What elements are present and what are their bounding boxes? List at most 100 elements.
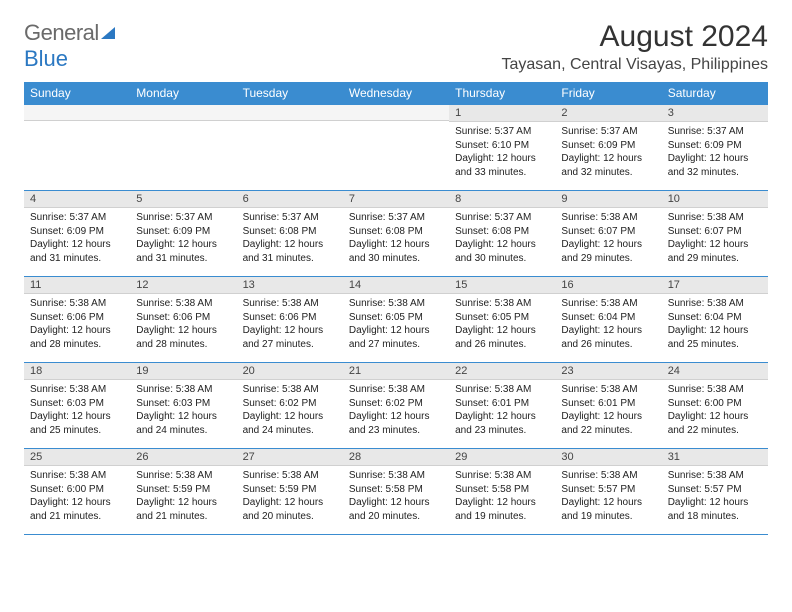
sunset-text: Sunset: 6:06 PM <box>136 311 230 325</box>
calendar-cell: 11Sunrise: 5:38 AMSunset: 6:06 PMDayligh… <box>24 277 130 363</box>
calendar-body: 1Sunrise: 5:37 AMSunset: 6:10 PMDaylight… <box>24 105 768 535</box>
daylight-text: Daylight: 12 hours and 26 minutes. <box>561 324 655 351</box>
sunset-text: Sunset: 6:00 PM <box>668 397 762 411</box>
sunset-text: Sunset: 6:04 PM <box>561 311 655 325</box>
day-number: 19 <box>130 363 236 380</box>
daylight-text: Daylight: 12 hours and 28 minutes. <box>136 324 230 351</box>
sunrise-text: Sunrise: 5:37 AM <box>668 125 762 139</box>
calendar-cell: 31Sunrise: 5:38 AMSunset: 5:57 PMDayligh… <box>662 449 768 535</box>
calendar-cell: 14Sunrise: 5:38 AMSunset: 6:05 PMDayligh… <box>343 277 449 363</box>
sunrise-text: Sunrise: 5:38 AM <box>243 383 337 397</box>
day-details: Sunrise: 5:38 AMSunset: 6:01 PMDaylight:… <box>449 380 555 441</box>
daylight-text: Daylight: 12 hours and 23 minutes. <box>349 410 443 437</box>
calendar-table: Sunday Monday Tuesday Wednesday Thursday… <box>24 82 768 535</box>
daylight-text: Daylight: 12 hours and 22 minutes. <box>668 410 762 437</box>
daylight-text: Daylight: 12 hours and 29 minutes. <box>561 238 655 265</box>
day-number: 18 <box>24 363 130 380</box>
calendar-cell: 12Sunrise: 5:38 AMSunset: 6:06 PMDayligh… <box>130 277 236 363</box>
calendar-cell: 10Sunrise: 5:38 AMSunset: 6:07 PMDayligh… <box>662 191 768 277</box>
sunset-text: Sunset: 6:09 PM <box>561 139 655 153</box>
sunrise-text: Sunrise: 5:38 AM <box>243 297 337 311</box>
calendar-cell: 28Sunrise: 5:38 AMSunset: 5:58 PMDayligh… <box>343 449 449 535</box>
day-details: Sunrise: 5:38 AMSunset: 6:01 PMDaylight:… <box>555 380 661 441</box>
sunrise-text: Sunrise: 5:38 AM <box>455 469 549 483</box>
day-number: 29 <box>449 449 555 466</box>
daylight-text: Daylight: 12 hours and 24 minutes. <box>243 410 337 437</box>
day-details: Sunrise: 5:38 AMSunset: 6:02 PMDaylight:… <box>237 380 343 441</box>
day-header: Sunday <box>24 82 130 105</box>
calendar-cell: 30Sunrise: 5:38 AMSunset: 5:57 PMDayligh… <box>555 449 661 535</box>
calendar-week-row: 11Sunrise: 5:38 AMSunset: 6:06 PMDayligh… <box>24 277 768 363</box>
calendar-week-row: 4Sunrise: 5:37 AMSunset: 6:09 PMDaylight… <box>24 191 768 277</box>
day-number: 3 <box>662 105 768 122</box>
daylight-text: Daylight: 12 hours and 20 minutes. <box>349 496 443 523</box>
day-number <box>130 105 236 121</box>
calendar-cell: 17Sunrise: 5:38 AMSunset: 6:04 PMDayligh… <box>662 277 768 363</box>
calendar-cell: 20Sunrise: 5:38 AMSunset: 6:02 PMDayligh… <box>237 363 343 449</box>
sunset-text: Sunset: 5:58 PM <box>349 483 443 497</box>
day-number: 2 <box>555 105 661 122</box>
sunrise-text: Sunrise: 5:37 AM <box>455 125 549 139</box>
day-details: Sunrise: 5:38 AMSunset: 5:59 PMDaylight:… <box>237 466 343 527</box>
sunset-text: Sunset: 6:09 PM <box>668 139 762 153</box>
day-details: Sunrise: 5:37 AMSunset: 6:10 PMDaylight:… <box>449 122 555 183</box>
logo-text-blue: Blue <box>24 46 68 71</box>
sunrise-text: Sunrise: 5:38 AM <box>243 469 337 483</box>
calendar-cell: 9Sunrise: 5:38 AMSunset: 6:07 PMDaylight… <box>555 191 661 277</box>
calendar-cell: 3 Sunrise: 5:37 AMSunset: 6:09 PMDaylight… <box>662 105 768 191</box>
calendar-cell: 24Sunrise: 5:38 AMSunset: 6:00 PMDayligh… <box>662 363 768 449</box>
daylight-text: Daylight: 12 hours and 31 minutes. <box>30 238 124 265</box>
day-details: Sunrise: 5:37 AMSunset: 6:09 PMDaylight:… <box>555 122 661 183</box>
daylight-text: Daylight: 12 hours and 23 minutes. <box>455 410 549 437</box>
logo-line2: Blue <box>24 46 68 72</box>
calendar-cell: 26Sunrise: 5:38 AMSunset: 5:59 PMDayligh… <box>130 449 236 535</box>
daylight-text: Daylight: 12 hours and 28 minutes. <box>30 324 124 351</box>
day-header: Tuesday <box>237 82 343 105</box>
day-number: 15 <box>449 277 555 294</box>
sunrise-text: Sunrise: 5:37 AM <box>136 211 230 225</box>
day-details: Sunrise: 5:38 AMSunset: 5:58 PMDaylight:… <box>449 466 555 527</box>
location-subtitle: Tayasan, Central Visayas, Philippines <box>501 56 768 74</box>
day-number: 21 <box>343 363 449 380</box>
calendar-cell <box>343 105 449 191</box>
sunrise-text: Sunrise: 5:38 AM <box>349 297 443 311</box>
day-details: Sunrise: 5:38 AMSunset: 6:04 PMDaylight:… <box>662 294 768 355</box>
day-details: Sunrise: 5:38 AMSunset: 6:07 PMDaylight:… <box>662 208 768 269</box>
sunset-text: Sunset: 6:03 PM <box>136 397 230 411</box>
daylight-text: Daylight: 12 hours and 32 minutes. <box>668 152 762 179</box>
sunrise-text: Sunrise: 5:38 AM <box>30 469 124 483</box>
day-details: Sunrise: 5:38 AMSunset: 6:05 PMDaylight:… <box>343 294 449 355</box>
daylight-text: Daylight: 12 hours and 30 minutes. <box>349 238 443 265</box>
sunrise-text: Sunrise: 5:38 AM <box>668 211 762 225</box>
day-number: 31 <box>662 449 768 466</box>
day-number: 30 <box>555 449 661 466</box>
day-number: 14 <box>343 277 449 294</box>
sunrise-text: Sunrise: 5:38 AM <box>668 297 762 311</box>
sunrise-text: Sunrise: 5:38 AM <box>136 297 230 311</box>
calendar-cell: 1Sunrise: 5:37 AMSunset: 6:10 PMDaylight… <box>449 105 555 191</box>
day-details: Sunrise: 5:38 AMSunset: 5:57 PMDaylight:… <box>555 466 661 527</box>
sunrise-text: Sunrise: 5:38 AM <box>455 383 549 397</box>
sunset-text: Sunset: 6:05 PM <box>349 311 443 325</box>
day-header: Monday <box>130 82 236 105</box>
sunrise-text: Sunrise: 5:38 AM <box>668 469 762 483</box>
sunset-text: Sunset: 6:08 PM <box>243 225 337 239</box>
calendar-week-row: 1Sunrise: 5:37 AMSunset: 6:10 PMDaylight… <box>24 105 768 191</box>
calendar-cell: 25Sunrise: 5:38 AMSunset: 6:00 PMDayligh… <box>24 449 130 535</box>
sunset-text: Sunset: 5:59 PM <box>243 483 337 497</box>
sunset-text: Sunset: 6:03 PM <box>30 397 124 411</box>
daylight-text: Daylight: 12 hours and 20 minutes. <box>243 496 337 523</box>
day-header: Thursday <box>449 82 555 105</box>
day-number: 1 <box>449 105 555 122</box>
day-details: Sunrise: 5:38 AMSunset: 6:06 PMDaylight:… <box>24 294 130 355</box>
sunset-text: Sunset: 6:08 PM <box>349 225 443 239</box>
day-details: Sunrise: 5:38 AMSunset: 6:03 PMDaylight:… <box>130 380 236 441</box>
day-number: 20 <box>237 363 343 380</box>
day-header: Wednesday <box>343 82 449 105</box>
day-header: Saturday <box>662 82 768 105</box>
day-number: 24 <box>662 363 768 380</box>
sunrise-text: Sunrise: 5:38 AM <box>349 469 443 483</box>
sunrise-text: Sunrise: 5:38 AM <box>30 383 124 397</box>
daylight-text: Daylight: 12 hours and 19 minutes. <box>455 496 549 523</box>
calendar-cell: 22Sunrise: 5:38 AMSunset: 6:01 PMDayligh… <box>449 363 555 449</box>
